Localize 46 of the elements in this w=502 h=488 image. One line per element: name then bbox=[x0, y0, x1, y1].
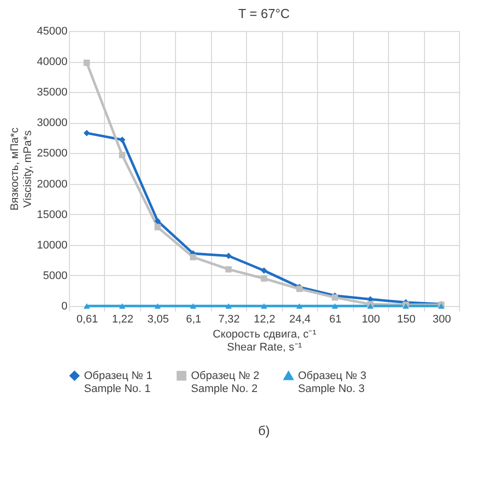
point bbox=[119, 152, 126, 158]
legend-label: Образец № 3 Sample No. 3 bbox=[298, 370, 366, 395]
y-tick-label: 10000 bbox=[36, 239, 68, 252]
y-axis-title: Вязкость, мПа*с Viscisity, mPa*s bbox=[8, 126, 34, 211]
x-tick-label: 0,61 bbox=[76, 314, 98, 326]
point bbox=[225, 303, 232, 309]
y-tick-label: 40000 bbox=[36, 56, 68, 68]
point bbox=[84, 303, 90, 309]
text: б) bbox=[258, 423, 270, 438]
x-tick-label: 150 bbox=[397, 314, 416, 326]
point bbox=[225, 266, 232, 272]
x-tick-label: 1,22 bbox=[112, 314, 134, 326]
y-tick-label: 25000 bbox=[36, 148, 68, 160]
x-tick-label: 3,05 bbox=[147, 314, 169, 326]
y-tick-label: 35000 bbox=[36, 86, 68, 99]
point bbox=[190, 254, 196, 260]
legend-label: Образец № 1 Sample No. 1 bbox=[84, 370, 152, 395]
point bbox=[190, 303, 196, 309]
chart-title: T = 67°C bbox=[238, 6, 290, 21]
y-tick-label: 30000 bbox=[36, 117, 68, 130]
y-tick-label: 20000 bbox=[36, 178, 68, 190]
x-tick-label: 6,1 bbox=[186, 314, 202, 326]
x-tick-label: 61 bbox=[329, 314, 342, 326]
y-tick-label: 45000 bbox=[36, 26, 68, 38]
x-tick-label: 12,2 bbox=[254, 314, 276, 326]
point bbox=[154, 218, 161, 224]
y-tick-label: 5000 bbox=[43, 270, 68, 282]
x-tick-label: 100 bbox=[362, 314, 380, 326]
point bbox=[119, 136, 126, 143]
legend-label: Образец № 2 Sample No. 2 bbox=[191, 370, 260, 395]
point bbox=[260, 267, 268, 274]
x-axis-title: Скорость сдвига, с⁻¹ Shear Rate, s⁻¹ bbox=[212, 328, 317, 354]
y-tick-label: 0 bbox=[61, 300, 68, 312]
x-tick-label: 24,4 bbox=[289, 314, 311, 326]
point bbox=[154, 303, 161, 309]
x-tick-label: 300 bbox=[432, 314, 451, 326]
point bbox=[154, 224, 161, 230]
y-tick-label: 15000 bbox=[36, 208, 68, 221]
point bbox=[260, 275, 268, 282]
point bbox=[296, 303, 303, 309]
point bbox=[119, 303, 126, 309]
point bbox=[260, 303, 268, 309]
point bbox=[84, 60, 90, 66]
x-tick-label: 7,32 bbox=[218, 314, 240, 326]
point bbox=[84, 130, 90, 136]
point bbox=[332, 303, 338, 309]
